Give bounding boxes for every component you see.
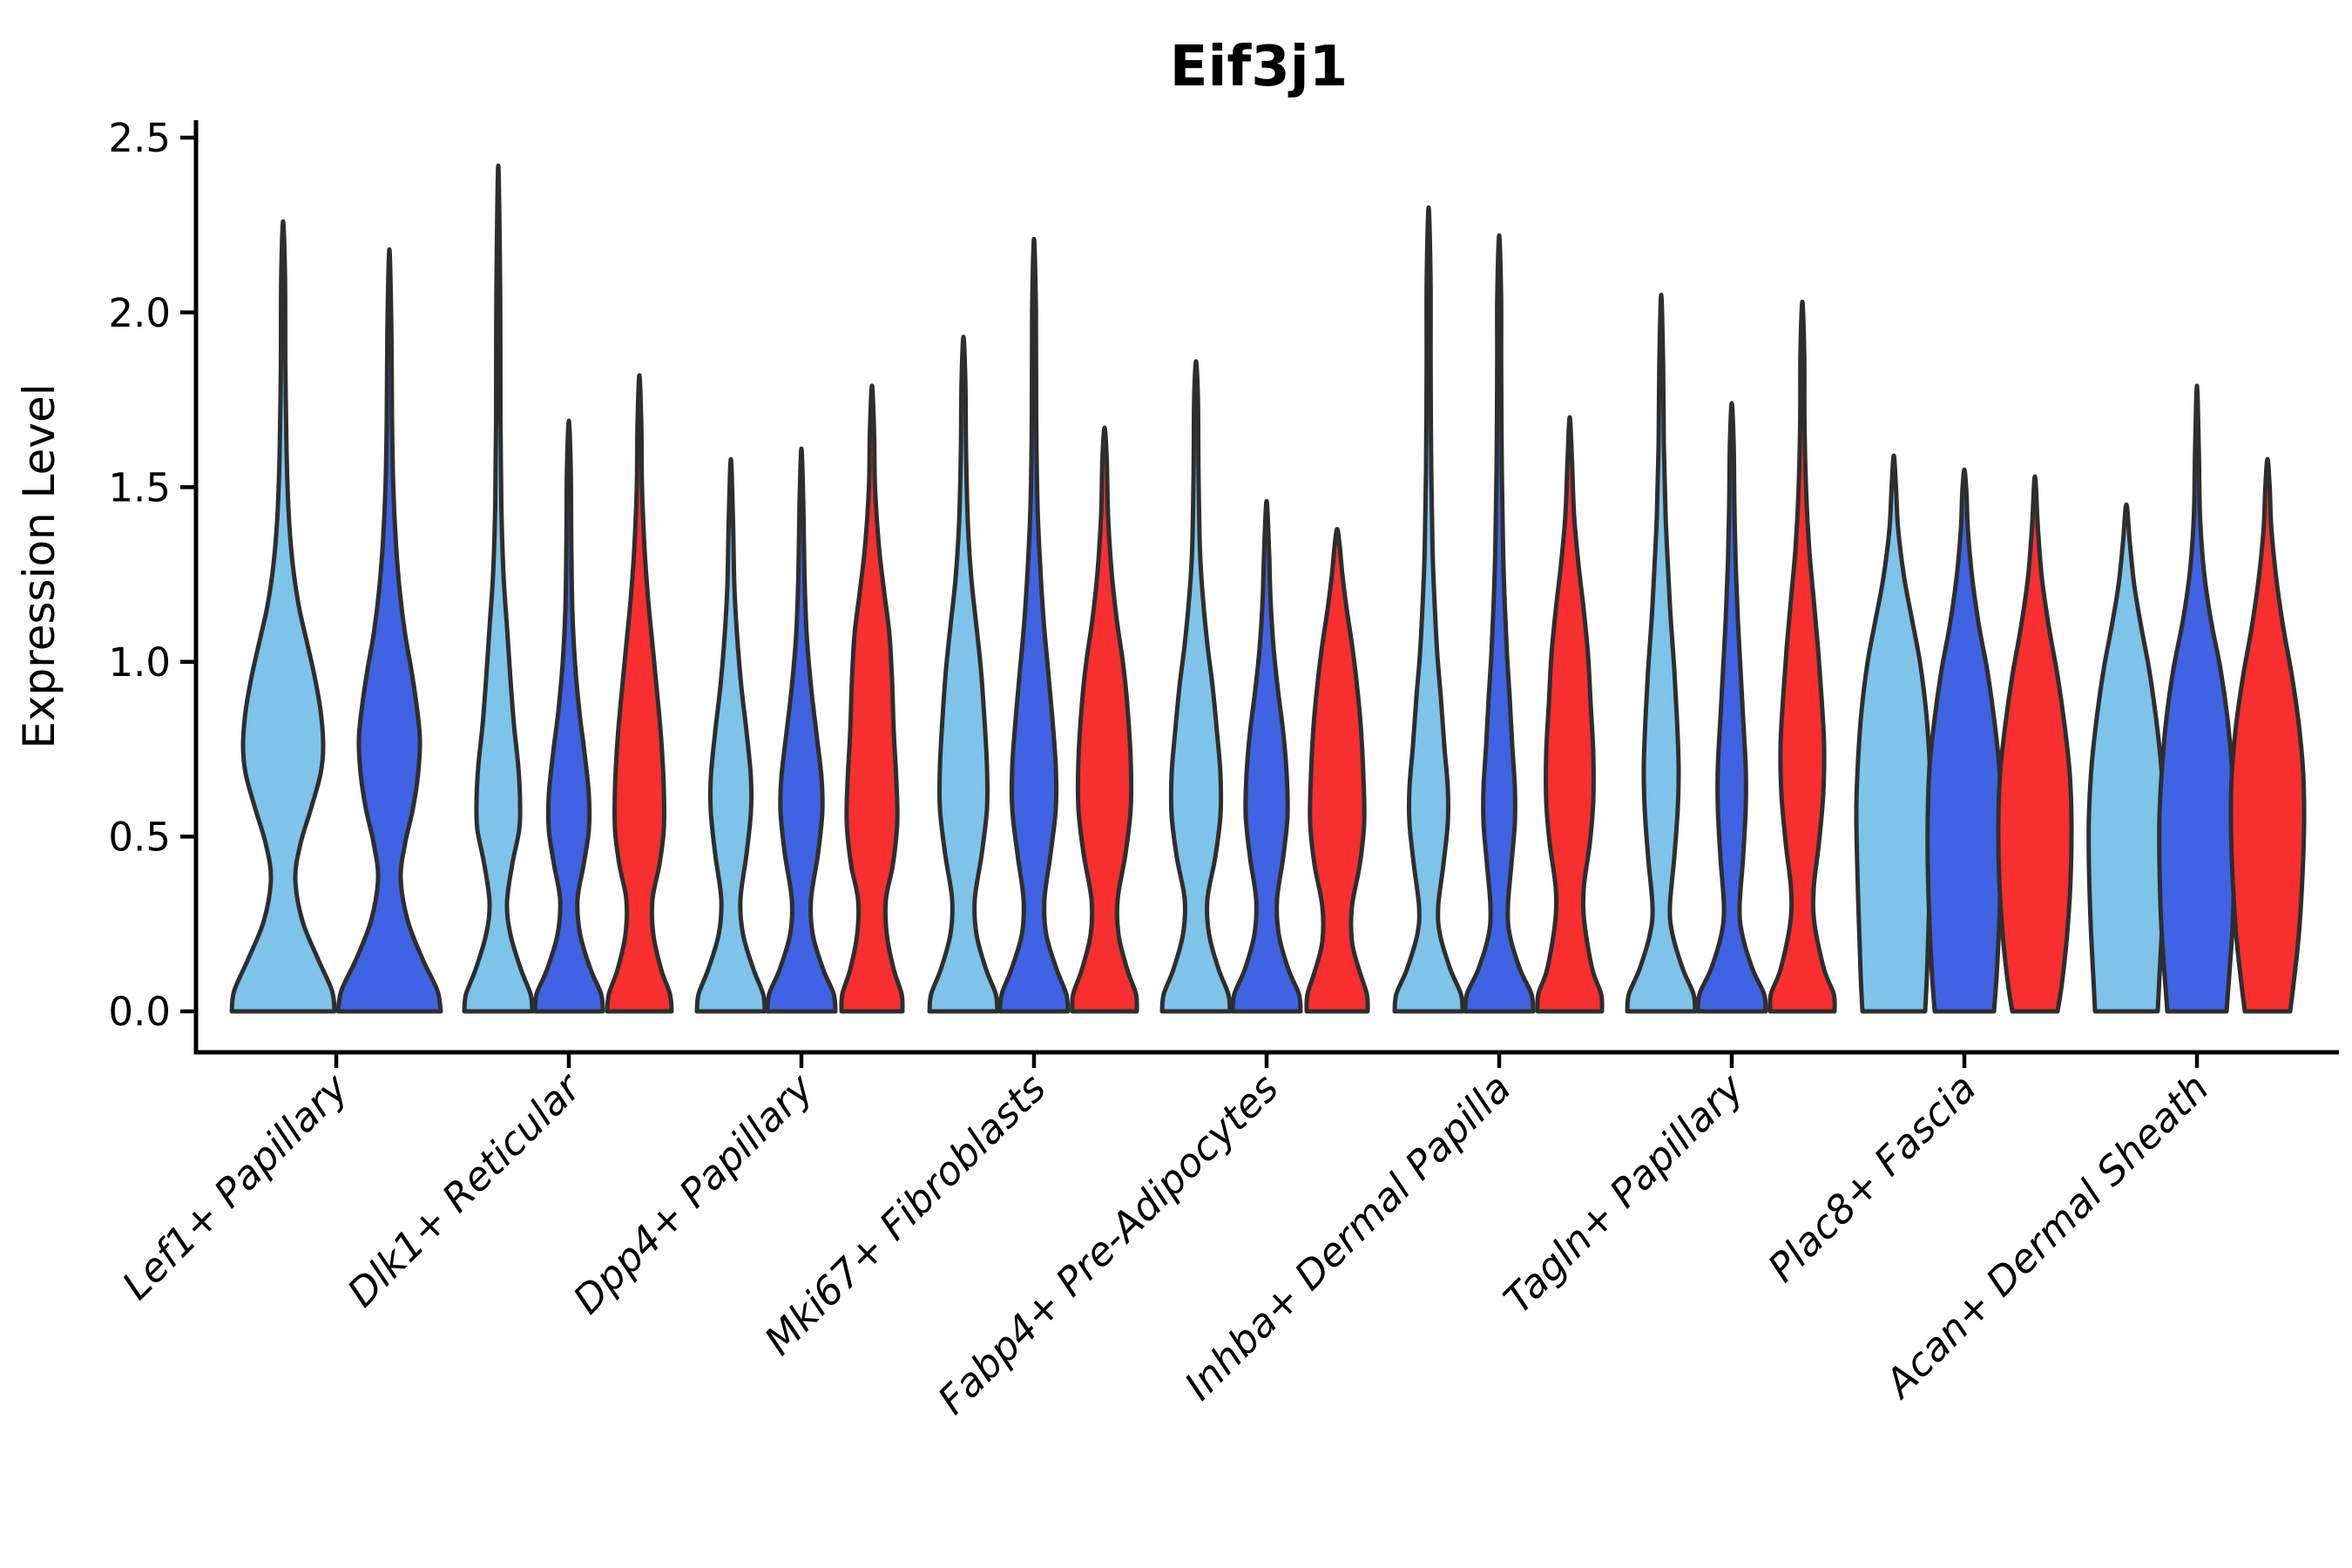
violin-mki67-fibroblasts-series0 — [927, 335, 1000, 1014]
violin-inhba-dermal-papilla-series1 — [1463, 233, 1536, 1014]
violin-dlk1-reticular-series2 — [605, 373, 674, 1014]
y-tick-label: 1.0 — [108, 639, 171, 686]
violin-dlk1-reticular-series1 — [532, 418, 605, 1014]
violin-tagln-papillary-series1 — [1695, 401, 1768, 1014]
plot-title: Eif3j1 — [1170, 35, 1348, 99]
violin-lef1-papillary-series0 — [229, 219, 337, 1014]
violin-fabp4-pre-adipocytes-series1 — [1230, 498, 1303, 1014]
violin-tagln-papillary-series0 — [1625, 293, 1698, 1014]
violin-tagln-papillary-series2 — [1767, 300, 1837, 1014]
violin-plac8-fascia-series2 — [1996, 474, 2074, 1014]
y-tick-label: 2.0 — [108, 290, 171, 336]
violin-lef1-papillary-series1 — [335, 247, 443, 1014]
y-tick-label: 2.5 — [108, 115, 171, 161]
violin-dpp4-papillary-series1 — [765, 446, 838, 1014]
violin-dpp4-papillary-series0 — [694, 456, 767, 1014]
violin-fabp4-pre-adipocytes-series2 — [1304, 526, 1370, 1014]
violin-mki67-fibroblasts-series1 — [997, 236, 1071, 1014]
y-axis-label: Expression Level — [14, 383, 64, 748]
violin-fabp4-pre-adipocytes-series0 — [1159, 359, 1233, 1014]
y-tick-label: 0.5 — [108, 814, 171, 861]
violin-dlk1-reticular-series0 — [462, 163, 535, 1014]
violin-inhba-dermal-papilla-series0 — [1392, 205, 1465, 1014]
violin-dpp4-papillary-series2 — [839, 383, 905, 1014]
violin-acan-dermal-sheath-series2 — [2228, 456, 2307, 1014]
violin-mki67-fibroblasts-series2 — [1070, 425, 1139, 1014]
y-tick-label: 0.0 — [108, 989, 171, 1035]
violin-inhba-dermal-papilla-series2 — [1535, 415, 1605, 1014]
y-tick-label: 1.5 — [108, 464, 171, 510]
